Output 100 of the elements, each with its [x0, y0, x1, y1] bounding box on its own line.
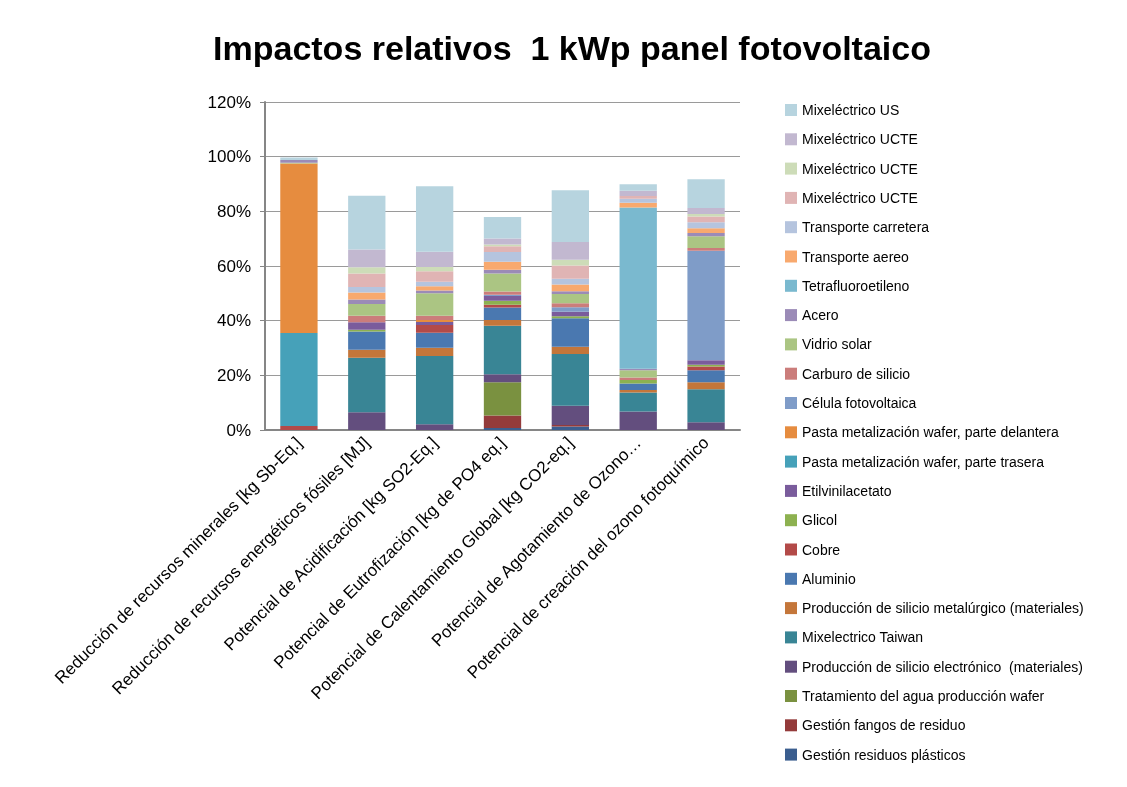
bar [348, 349, 386, 358]
chart-title: Impactos relativos 1 kWp panel fotovoltaico [213, 29, 931, 67]
bar [483, 261, 522, 270]
bar [483, 238, 522, 245]
bar [551, 307, 590, 312]
bar [551, 405, 590, 426]
y-tick-label: 20% [216, 365, 251, 385]
bar [483, 300, 522, 305]
bar [483, 382, 522, 416]
legend-label: Tratamiento del agua producción wafer [802, 688, 1045, 704]
bar [551, 284, 590, 292]
legend-label: Tetrafluoroetileno [802, 277, 910, 294]
legend-label: Célula fotovoltaica [802, 395, 917, 411]
bar [348, 292, 386, 300]
bar [348, 287, 386, 293]
legend-label: Pasta metalización wafer, parte trasera [802, 453, 1045, 470]
legend-label: Acero [802, 307, 839, 324]
bar [687, 222, 725, 229]
bar [687, 370, 725, 383]
bar [348, 249, 386, 268]
y-tick-label: 0% [226, 420, 251, 440]
bar [687, 228, 725, 233]
bar [415, 325, 454, 333]
bar [619, 202, 657, 208]
bar [348, 315, 386, 323]
bar [415, 267, 454, 272]
bar [348, 303, 386, 316]
legend-label: Mixeléctrico UCTE [802, 131, 918, 148]
legend-label: Transporte carretera [802, 219, 930, 236]
legend-label: Gestión fangos de residuo [802, 717, 966, 734]
bar [551, 291, 590, 294]
bar [483, 296, 522, 301]
bar [483, 304, 522, 308]
bar [415, 355, 454, 425]
legend-label: Mixeléctrico UCTE [802, 160, 918, 177]
bar [551, 241, 590, 260]
bar [551, 293, 590, 304]
bar [348, 331, 386, 350]
bar [280, 163, 318, 333]
bar [415, 332, 454, 348]
bar [551, 190, 590, 242]
bar [551, 346, 590, 355]
legend-label: Mixeléctrico UCTE [802, 189, 918, 206]
legend-label: Mixeléctrico US [802, 102, 900, 118]
legend-label: Etilvinilacetato [802, 482, 892, 499]
bar [280, 332, 318, 426]
bar [619, 392, 657, 412]
bar [415, 271, 454, 282]
legend-label: Cobre [802, 541, 841, 558]
bar [551, 354, 590, 406]
bar [619, 184, 657, 191]
legend-label: Mixelectrico Taiwan [802, 629, 924, 646]
y-tick-label: 120% [207, 92, 251, 112]
bar [415, 281, 454, 287]
bar [348, 267, 386, 274]
bar [551, 303, 590, 308]
bar [619, 370, 657, 378]
bar [280, 425, 318, 430]
bar [415, 293, 454, 316]
bar [348, 412, 386, 430]
bar [483, 374, 522, 383]
bar [687, 179, 725, 209]
bar [483, 415, 522, 429]
y-tick-label: 60% [216, 256, 251, 276]
bar [483, 217, 522, 239]
bar [348, 322, 386, 330]
bar [483, 320, 522, 326]
bar [619, 207, 657, 369]
bar [348, 273, 386, 288]
bar [415, 315, 454, 321]
bar [619, 190, 657, 197]
legend-label: Vidrio solar [802, 336, 873, 353]
bar [619, 379, 657, 384]
bar [551, 265, 590, 279]
bar [687, 389, 725, 423]
bar [415, 186, 454, 252]
bar [483, 325, 522, 375]
y-tick-label: 40% [216, 311, 251, 331]
bar [483, 252, 522, 262]
bar [551, 278, 590, 285]
bar [687, 247, 725, 251]
bar [415, 251, 454, 268]
bar [619, 383, 657, 391]
bar [687, 232, 725, 237]
bar [483, 246, 522, 253]
legend-label: Transporte aereo [802, 248, 910, 265]
bar [348, 357, 386, 413]
bar [619, 198, 657, 203]
legend-label: Gestión residuos plásticos [802, 746, 966, 763]
bar [619, 196, 657, 199]
bar [687, 360, 725, 365]
bar [687, 422, 725, 430]
legend-label: Producción de silicio metalúrgico (materiales) [802, 600, 1084, 617]
y-tick-label: 100% [207, 147, 251, 167]
bar [415, 286, 454, 291]
bar [687, 382, 725, 390]
legend-label: Carburo de silicio [802, 365, 911, 382]
bar [619, 411, 657, 430]
bar [415, 424, 454, 430]
bar [687, 208, 725, 215]
